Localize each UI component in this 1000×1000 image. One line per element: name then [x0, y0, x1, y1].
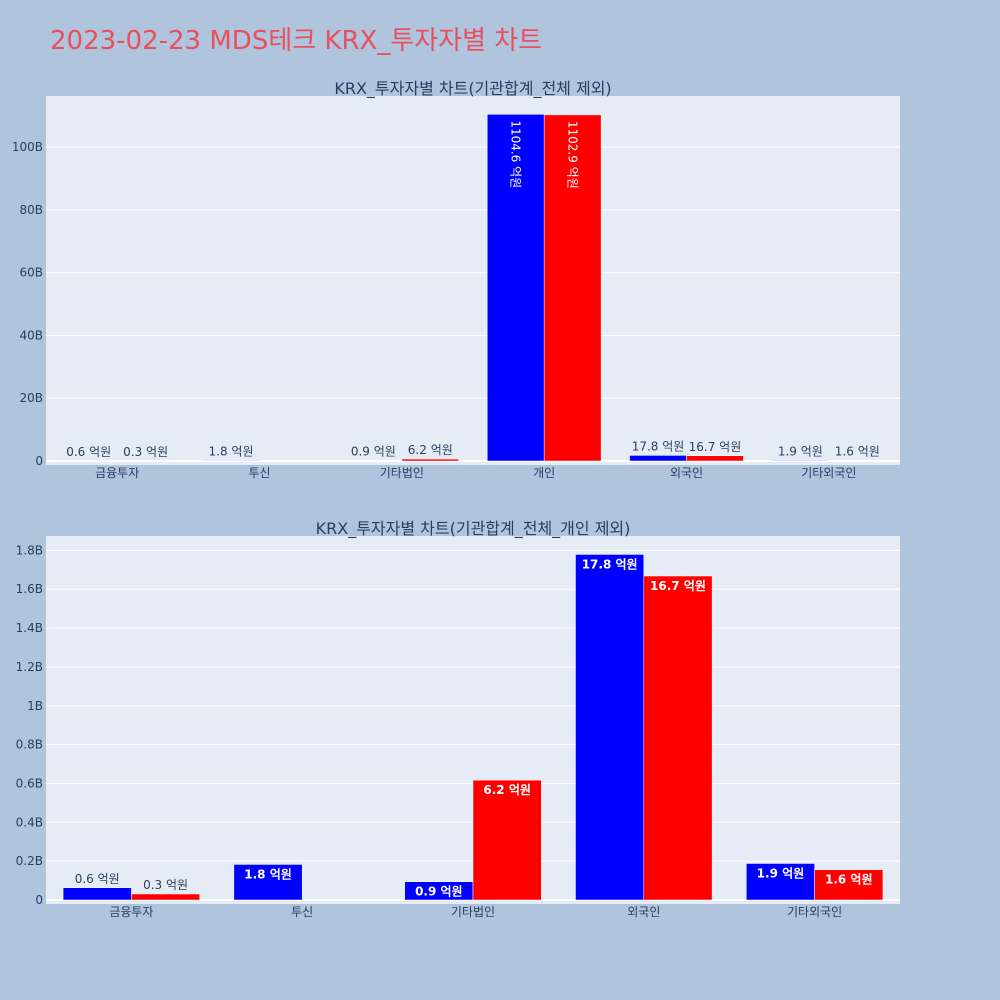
bar-series-a	[771, 460, 830, 462]
plot-area	[46, 96, 900, 465]
data-label: 0.9 억원	[415, 885, 463, 899]
y-tick-label: 1.6B	[16, 582, 43, 596]
y-tick-label: 0.4B	[16, 815, 43, 829]
y-tick-label: 40B	[19, 328, 43, 342]
data-label: 1.6 억원	[835, 444, 880, 458]
bar-series-a	[629, 455, 687, 462]
bar-series-b	[814, 869, 884, 901]
y-tick-label: 0	[35, 454, 43, 468]
bar-series-b	[472, 779, 542, 901]
y-tick-label: 0	[35, 893, 43, 907]
data-label: 0.9 억원	[351, 445, 396, 459]
chart-title: KRX_투자자별 차트(기관합계_전체_개인 제외)	[316, 519, 631, 539]
data-label: 1.8 억원	[244, 867, 292, 881]
y-tick-label: 1.2B	[16, 660, 43, 674]
x-tick-label: 투신	[291, 905, 313, 919]
x-tick-label: 기타외국인	[801, 466, 856, 480]
data-label: 1.6 억원	[825, 873, 873, 887]
y-tick-label: 80B	[19, 203, 43, 217]
bar-series-a	[202, 460, 260, 462]
data-label: 17.8 억원	[632, 439, 685, 453]
y-tick-label: 0.6B	[16, 776, 43, 790]
chart-investor-excluding-individual: KRX_투자자별 차트(기관합계_전체_개인 제외) 0 0.2B 0.4B 0.6B 0…	[16, 519, 900, 919]
y-tick-label: 1.8B	[16, 543, 43, 557]
x-tick-label: 기타외국인	[787, 905, 842, 919]
y-tick-label: 0.8B	[16, 738, 43, 752]
bar-series-a	[575, 554, 645, 901]
data-label: 1104.6 억원	[509, 120, 523, 188]
data-label: 16.7 억원	[689, 440, 742, 454]
bar-series-a	[233, 864, 303, 901]
bar-series-b	[643, 575, 713, 901]
x-tick-label: 기타법인	[451, 905, 495, 919]
y-tick-label: 20B	[19, 391, 43, 405]
x-tick-label: 개인	[533, 466, 555, 480]
bar-series-b	[401, 458, 460, 462]
bar-series-b	[686, 455, 744, 462]
data-label: 1102.9 억원	[566, 121, 580, 189]
bar-series-b	[131, 893, 200, 901]
data-label: 17.8 억원	[582, 557, 638, 571]
data-label: 16.7 억원	[650, 579, 706, 593]
bar-series-b	[828, 460, 887, 462]
x-tick-label: 외국인	[627, 905, 660, 919]
x-tick-label: 기타법인	[380, 466, 424, 480]
x-tick-label: 금융투자	[109, 905, 153, 919]
data-label: 1.9 억원	[757, 866, 805, 880]
y-tick-label: 60B	[19, 266, 43, 280]
y-tick-label: 100B	[12, 140, 43, 154]
data-label: 6.2 억원	[483, 783, 531, 797]
bar-series-a	[486, 114, 545, 462]
y-tick-label: 0.2B	[16, 854, 43, 868]
data-label: 0.3 억원	[123, 445, 168, 459]
x-tick-label: 투신	[248, 466, 270, 480]
page-title: 2023-02-23 MDS테크 KRX_투자자별 차트	[50, 26, 542, 56]
chart-title: KRX_투자자별 차트(기관합계_전체 제외)	[334, 79, 611, 99]
data-label: 1.9 억원	[778, 444, 823, 458]
data-label: 0.3 억원	[143, 878, 188, 892]
y-tick-label: 1B	[27, 699, 43, 713]
data-label: 1.8 억원	[209, 444, 254, 458]
data-label: 6.2 억원	[408, 443, 453, 457]
bar-series-a	[62, 887, 132, 901]
data-label: 0.6 억원	[66, 445, 111, 459]
x-tick-label: 외국인	[670, 466, 703, 480]
bar-series-a	[746, 863, 815, 901]
bar-series-b	[543, 114, 602, 462]
y-tick-label: 1.4B	[16, 621, 43, 635]
x-tick-label: 금융투자	[95, 466, 139, 480]
chart-investor-all: KRX_투자자별 차트(기관합계_전체 제외) 0 20B 40B 60B 80B 100B…	[12, 79, 900, 480]
data-label: 0.6 억원	[75, 872, 120, 886]
